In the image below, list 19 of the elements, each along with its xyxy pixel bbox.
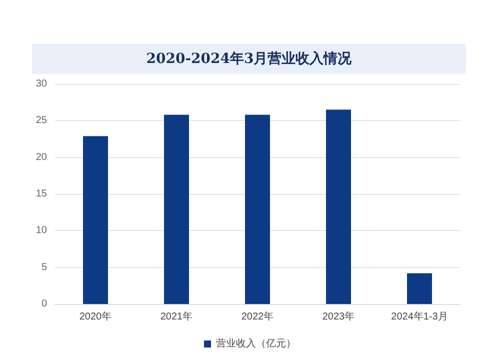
bar xyxy=(164,114,189,304)
bar xyxy=(83,136,108,304)
y-tick-label: 0 xyxy=(41,298,48,310)
y-tick-label: 30 xyxy=(36,78,48,90)
bar xyxy=(326,110,351,304)
chart-title: 2020-2024年3月营业收入情况 xyxy=(32,44,466,74)
x-tick-label: 2020年 xyxy=(79,310,112,322)
y-tick-label: 5 xyxy=(41,262,48,273)
x-tick-label: 2023年 xyxy=(322,310,355,322)
x-tick-label: 2024年1-3月 xyxy=(391,310,448,322)
bar xyxy=(245,114,270,304)
x-tick-label: 2022年 xyxy=(241,310,274,322)
y-tick-label: 20 xyxy=(36,152,48,163)
y-tick-label: 10 xyxy=(36,225,48,236)
bar xyxy=(407,273,432,304)
x-tick-label: 2021年 xyxy=(160,310,193,322)
y-tick-label: 25 xyxy=(36,115,48,126)
legend-label: 营业收入（亿元） xyxy=(216,338,296,350)
y-tick-label: 15 xyxy=(36,188,48,200)
